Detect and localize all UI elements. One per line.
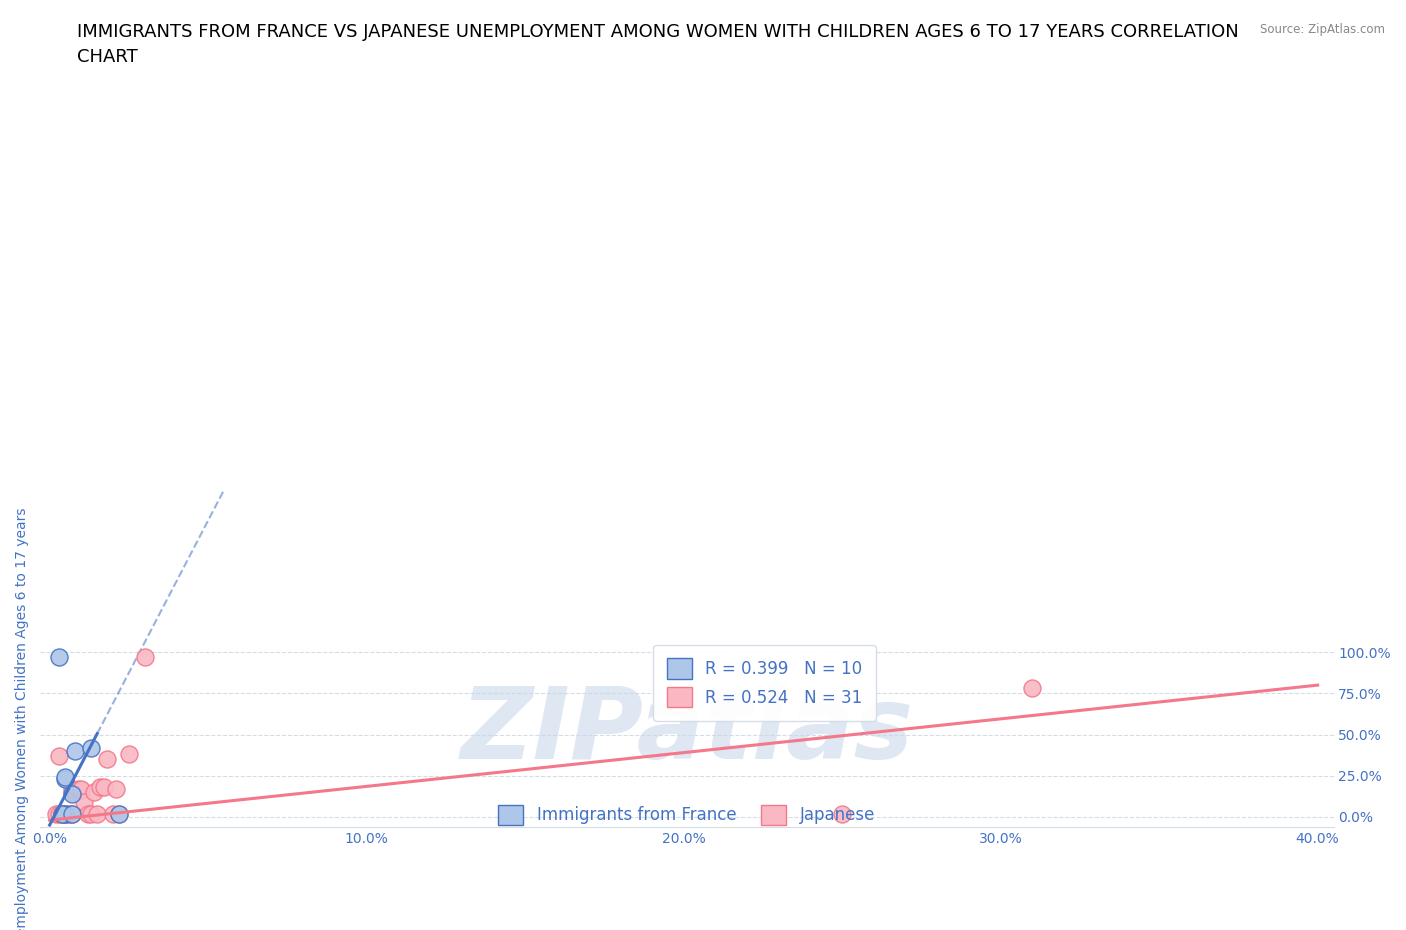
Point (73, 794, 96, 809)
Point (108, 806, 131, 821)
Text: ZIPatlas: ZIPatlas (460, 683, 914, 779)
Point (96, 751, 118, 766)
Point (48, 806, 70, 821)
Point (63, 783, 86, 798)
Point (1021, 681, 1043, 696)
Point (51, 806, 73, 821)
Point (58, 806, 80, 821)
Point (48, 650, 70, 665)
Point (86, 806, 108, 821)
Text: Source: ZipAtlas.com: Source: ZipAtlas.com (1260, 23, 1385, 36)
Point (55, 806, 77, 821)
Point (55, 806, 77, 821)
Point (60, 781, 83, 796)
Point (60, 787, 83, 802)
Point (55, 770, 77, 785)
Point (60, 785, 83, 800)
Point (83, 785, 105, 800)
Point (55, 806, 77, 821)
Point (45, 806, 67, 821)
Legend: Immigrants from France, Japanese: Immigrants from France, Japanese (492, 798, 882, 831)
Text: IMMIGRANTS FROM FRANCE VS JAPANESE UNEMPLOYMENT AMONG WOMEN WITH CHILDREN AGES 6: IMMIGRANTS FROM FRANCE VS JAPANESE UNEMP… (77, 23, 1239, 66)
Point (76, 806, 98, 821)
Point (105, 781, 128, 796)
Point (93, 779, 115, 794)
Point (89, 779, 111, 794)
Point (48, 749, 70, 764)
Point (63, 744, 86, 759)
Point (134, 650, 156, 665)
Point (118, 747, 141, 762)
Point (70, 781, 93, 796)
Point (55, 772, 77, 787)
Point (60, 806, 83, 821)
Point (67, 781, 90, 796)
Point (70, 783, 93, 798)
Point (58, 806, 80, 821)
Point (80, 806, 103, 821)
Point (101, 806, 124, 821)
Point (80, 740, 103, 755)
Point (51, 806, 73, 821)
Point (51, 806, 73, 821)
Point (108, 806, 131, 821)
Point (831, 806, 853, 821)
Point (60, 806, 83, 821)
Y-axis label: Unemployment Among Women with Children Ages 6 to 17 years: Unemployment Among Women with Children A… (15, 508, 30, 930)
